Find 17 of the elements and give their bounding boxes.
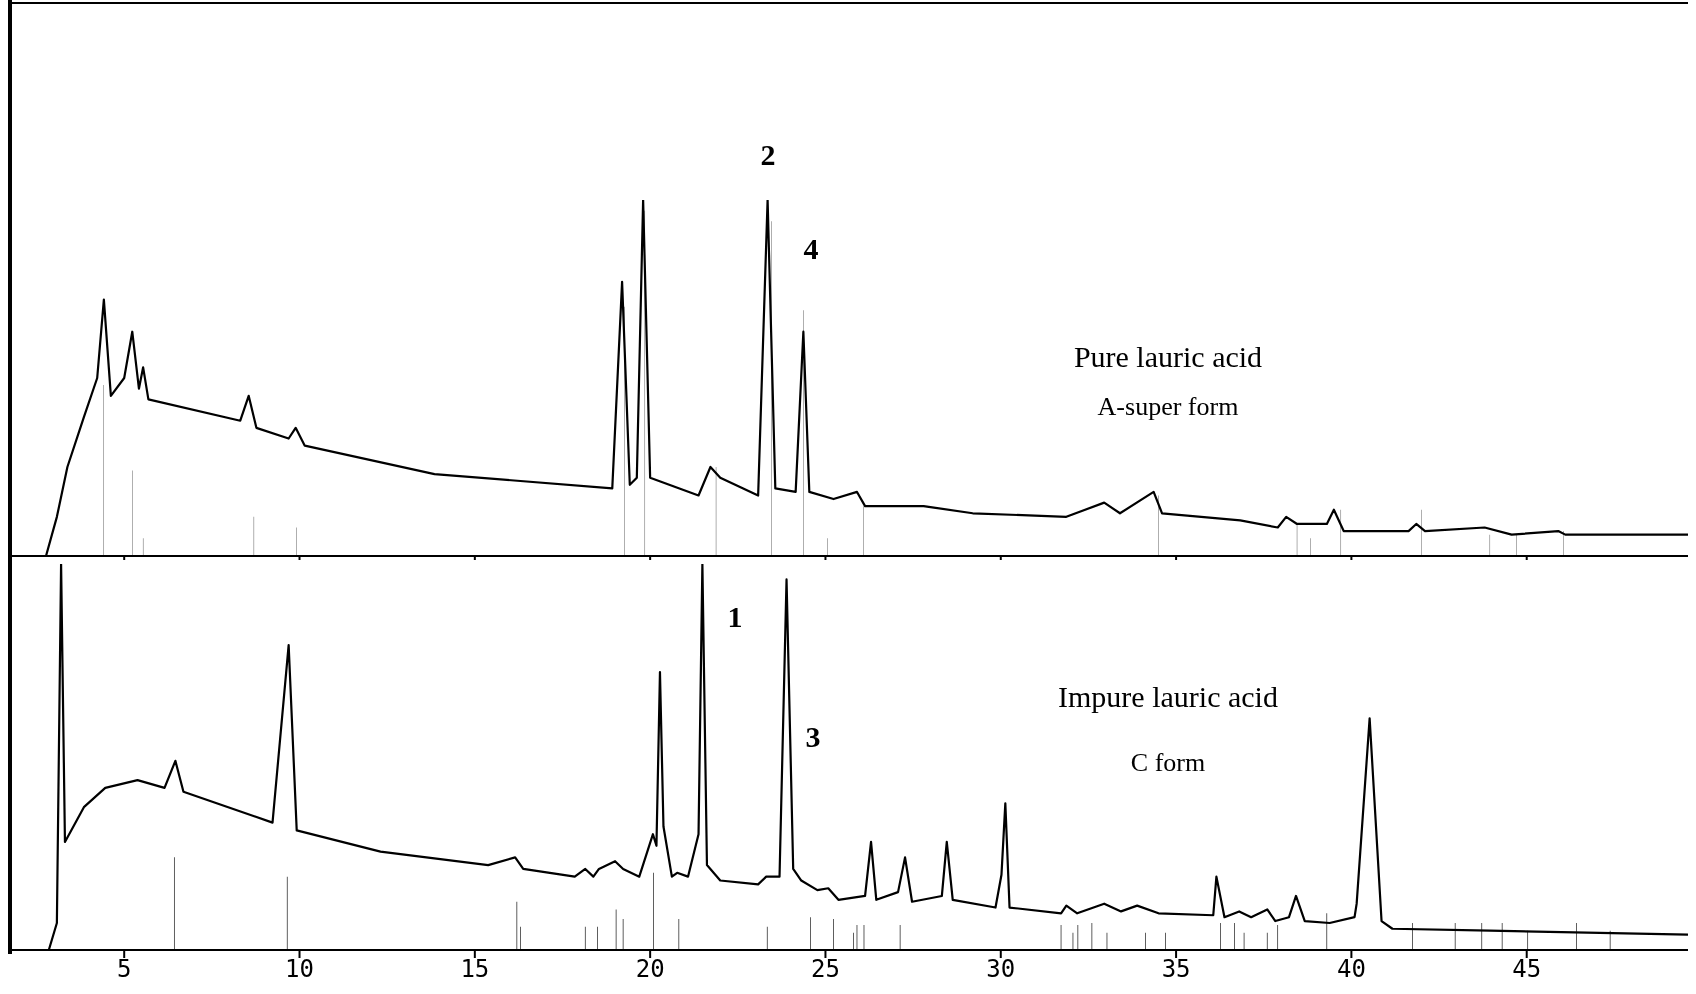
x-tick-label: 10 [285, 955, 314, 984]
x-tick-label: 30 [986, 955, 1016, 984]
x-tick-label: 15 [460, 955, 490, 984]
x-tick-label: 35 [1161, 955, 1191, 984]
annotation: Impure lauric acid [1057, 680, 1279, 714]
x-tick-label: 20 [635, 955, 665, 984]
annotation: A-super form [1096, 392, 1240, 422]
annotation: Pure lauric acid [1072, 340, 1264, 374]
x-tick-label: 40 [1336, 955, 1366, 984]
x-tick-label: 5 [116, 955, 132, 984]
annotation: 4 [802, 232, 820, 266]
annotation: 3 [804, 720, 822, 754]
x-tick-label: 25 [811, 955, 840, 984]
annotation: 1 [726, 600, 744, 634]
text: 2 [759, 138, 777, 172]
annotation: C form [1129, 748, 1207, 778]
x-tick-label: 45 [1512, 955, 1542, 984]
